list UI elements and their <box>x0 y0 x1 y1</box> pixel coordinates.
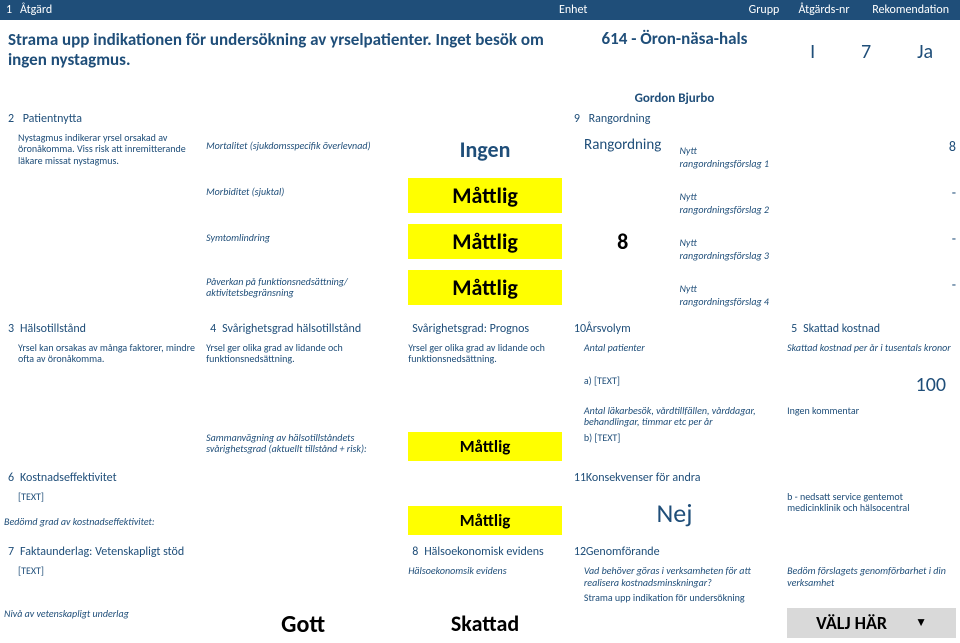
section-6-head: 6Kostnadseffektivitet <box>4 465 562 487</box>
section-10-head: 10Årsvolym <box>570 316 779 338</box>
m3-label: Symtomlindring <box>206 224 400 244</box>
valj-dropdown[interactable]: VÄLJ HÄR ▼ <box>787 608 956 638</box>
unit-name: 614 - Öron-näsa-hals <box>570 22 779 49</box>
col-nr: Åtgärds-nr <box>789 3 859 17</box>
sprog-desc: Yrsel ger olika grad av lidande och funk… <box>408 342 562 365</box>
m2-value: Måttlig <box>408 178 562 213</box>
m3-rank-label: Nytt rangordningsförslag 3 <box>679 228 773 262</box>
action-title: Strama upp indikationen för undersökning… <box>4 22 562 83</box>
s10-hund: 100 <box>787 369 956 401</box>
col-num: 1 <box>6 3 20 17</box>
m3-rank-val: - <box>787 224 956 247</box>
header-codes: I 7 Ja <box>787 22 956 64</box>
s11-note: b - nedsatt service gentemot medicinklin… <box>787 491 956 514</box>
m2-label: Morbiditet (sjuktal) <box>206 178 400 198</box>
m4-label: Påverkan på funktionsnedsättning/ aktivi… <box>206 270 400 299</box>
s6-bed-val: Måttlig <box>408 506 562 535</box>
s9-sub: Rangordning <box>576 136 670 154</box>
rek-value: Ja <box>917 40 933 64</box>
samman-value: Måttlig <box>408 432 562 461</box>
s5-sub: Skattad kostnad per år i tusentals krono… <box>787 342 956 354</box>
m1-rank-val: 8 <box>787 132 956 155</box>
s2-desc: Nystagmus indikerar yrsel orsakad av öro… <box>4 132 198 167</box>
s12-q: Vad behöver göras i verksamheten för att… <box>570 565 779 588</box>
chevron-down-icon: ▼ <box>915 615 927 630</box>
section-7-head: 7Faktaunderlag: Vetenskapligt stöd <box>4 539 400 561</box>
s6-bed-label: Bedömd grad av kostnadseffektivitet: <box>4 506 400 528</box>
m1-rank-label: Nytt rangordningsförslag 1 <box>679 136 773 170</box>
s4-desc: Yrsel ger olika grad av lidande och funk… <box>206 342 400 365</box>
nr-value: 7 <box>861 40 871 64</box>
section-9-head: 9 Rangordning <box>570 110 779 128</box>
s8-val: Skattad <box>408 608 562 639</box>
m2-rank-val: - <box>787 178 956 201</box>
s7-niv-label: Nivå av vetenskapligt underlag <box>4 608 198 620</box>
col-atgard: Åtgärd <box>20 3 559 17</box>
s6-desc: [TEXT] <box>4 491 562 503</box>
m4-rank-val: - <box>787 270 956 293</box>
s10-a: a) [TEXT] <box>570 369 779 387</box>
grupp-value: I <box>810 40 815 64</box>
m4-value: Måttlig <box>408 270 562 305</box>
section-3-head: 3Hälsotillstånd <box>4 316 198 338</box>
s10-sub: Antal patienter <box>570 342 779 354</box>
header-bar: 1 Åtgärd Enhet Grupp Åtgärds-nr Rekomend… <box>0 0 960 20</box>
author-name: Gordon Bjurbo <box>570 87 779 106</box>
section-2-head: 2 Patientnytta <box>4 110 562 128</box>
col-rek: Rekomendation <box>859 3 954 17</box>
section-5-head: 5Skattad kostnad <box>787 316 956 338</box>
s7-desc: [TEXT] <box>4 565 400 577</box>
m3-value: Måttlig <box>408 224 562 259</box>
section-11-head: 11Konsekvenser för andra <box>570 465 779 487</box>
s12-ans: Strama upp indikation för undersökning <box>570 592 779 604</box>
m3-eight: 8 <box>576 228 670 255</box>
s10-b: b) [TEXT] <box>570 432 779 444</box>
s12-bed: Bedöm förslagets genomförbarhet i din ve… <box>787 565 956 588</box>
m1-label: Mortalitet (sjukdomsspecifik överlevnad) <box>206 132 400 152</box>
s3-desc: Yrsel kan orsakas av många faktorer, min… <box>4 342 198 365</box>
s8-sub: Hälsoekonomsik evidens <box>408 565 562 577</box>
m4-rank-label: Nytt rangordningsförslag 4 <box>679 274 773 308</box>
col-enhet: Enhet <box>559 3 739 17</box>
section-12-head: 12Genomförande <box>570 539 779 561</box>
s10-b-label: Antal läkarbesök, vårdtillfällen, vårdda… <box>570 405 779 428</box>
section-4-head: 4Svårighetsgrad hälsotillstånd <box>206 316 400 338</box>
s11-val: Nej <box>570 491 779 535</box>
m1-value: Ingen <box>408 132 562 167</box>
samman-label: Sammanvägning av hälsotillståndets svåri… <box>206 432 400 455</box>
m2-rank-label: Nytt rangordningsförslag 2 <box>679 182 773 216</box>
main-table: Strama upp indikationen för undersökning… <box>0 20 960 643</box>
col-grupp: Grupp <box>739 3 789 17</box>
section-prog-head: Svårighetsgrad: Prognos <box>408 316 562 338</box>
valj-label: VÄLJ HÄR <box>816 612 887 634</box>
s5-komm: Ingen kommentar <box>787 405 956 417</box>
section-8-head: 8Hälsoekonomisk evidens <box>408 539 562 561</box>
